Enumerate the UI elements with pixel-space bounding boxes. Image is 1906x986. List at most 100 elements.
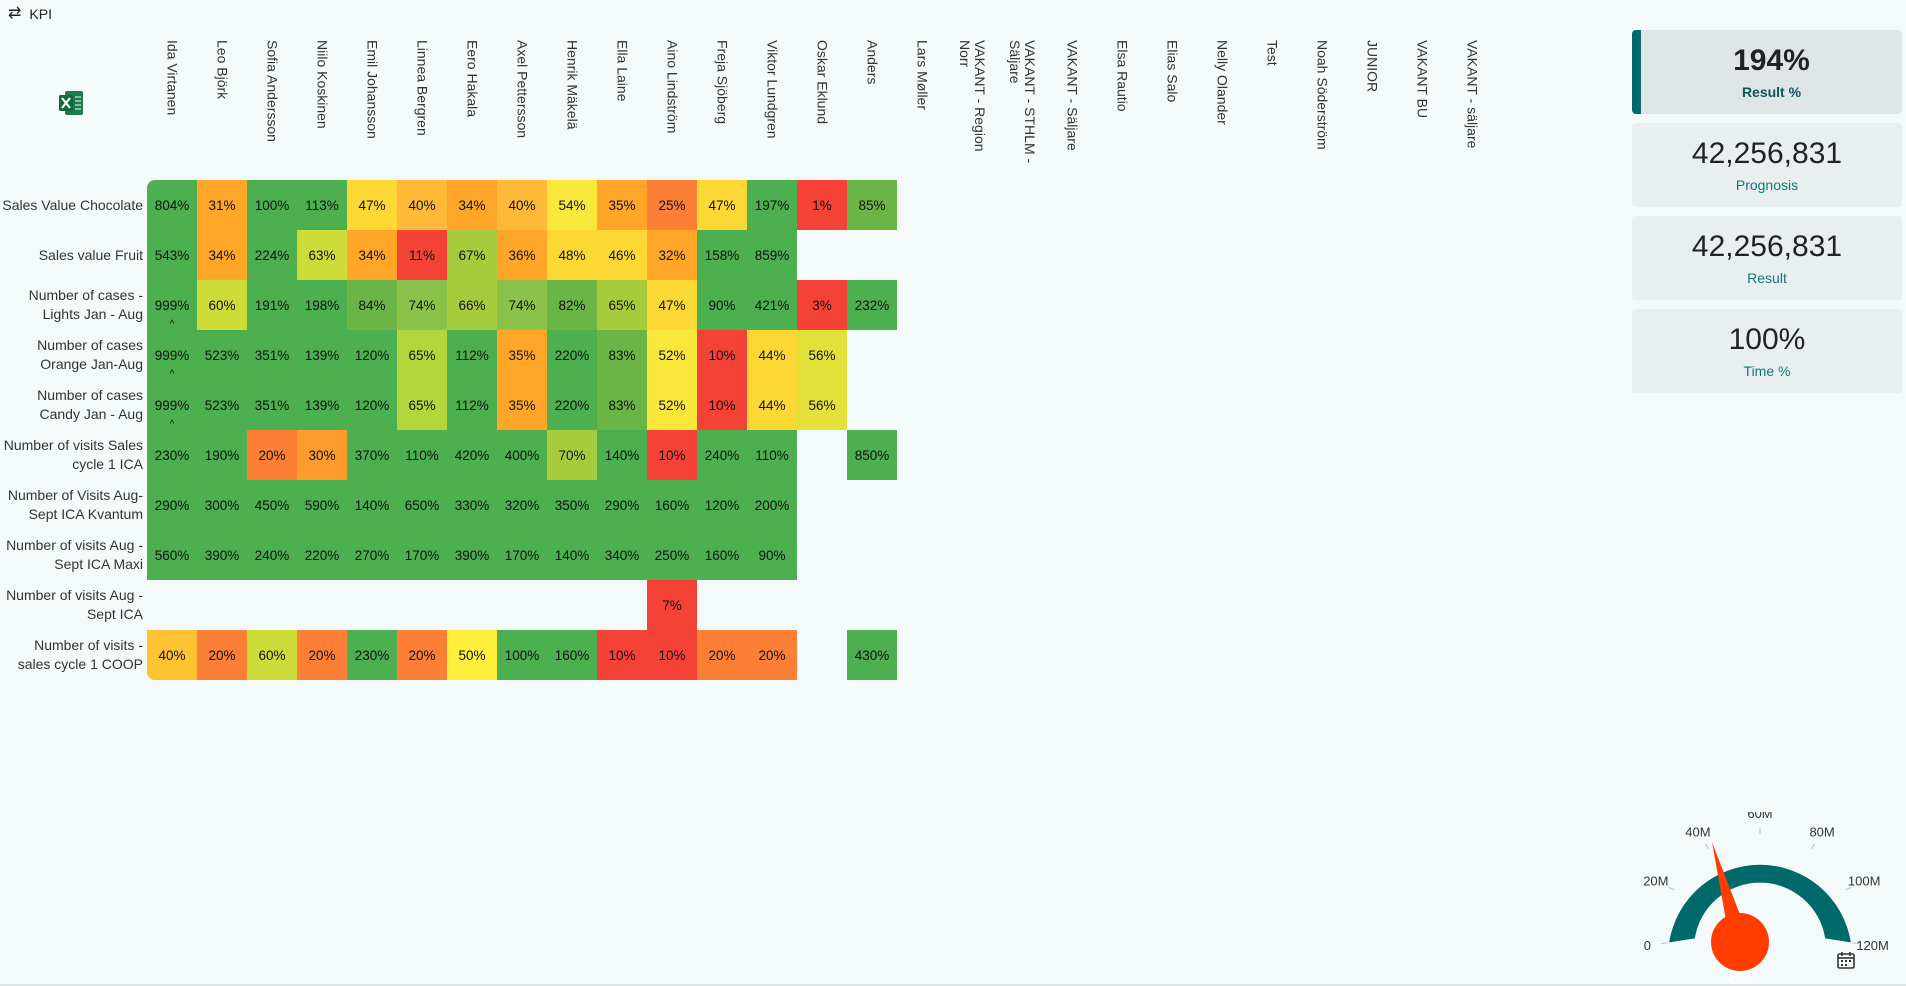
heatmap-cell[interactable]: 110% — [747, 430, 797, 480]
heatmap-cell[interactable]: 47% — [347, 180, 397, 230]
heatmap-cell[interactable]: 120% — [347, 380, 397, 430]
heatmap-cell[interactable]: 191% — [247, 280, 297, 330]
heatmap-cell[interactable]: 36% — [497, 230, 547, 280]
heatmap-cell[interactable]: 10% — [697, 330, 747, 380]
heatmap-cell[interactable]: 230% — [147, 430, 197, 480]
heatmap-cell[interactable]: 523% — [197, 380, 247, 430]
heatmap-cell[interactable]: 400% — [497, 430, 547, 480]
swap-arrows-icon[interactable]: ⇄ — [8, 5, 22, 22]
heatmap-cell[interactable]: 140% — [597, 430, 647, 480]
heatmap-cell[interactable]: 340% — [597, 530, 647, 580]
heatmap-cell[interactable]: 65% — [597, 280, 647, 330]
heatmap-cell[interactable]: 67% — [447, 230, 497, 280]
heatmap-cell[interactable]: 300% — [197, 480, 247, 530]
heatmap-cell[interactable]: 220% — [547, 380, 597, 430]
heatmap-cell[interactable]: 543% — [147, 230, 197, 280]
kpi-card[interactable]: 194% Result % — [1632, 30, 1902, 114]
heatmap-cell[interactable]: 140% — [547, 530, 597, 580]
heatmap-cell[interactable]: 20% — [247, 430, 297, 480]
heatmap-cell[interactable]: 60% — [197, 280, 247, 330]
heatmap-cell[interactable]: 590% — [297, 480, 347, 530]
heatmap-cell[interactable]: 370% — [347, 430, 397, 480]
heatmap-cell[interactable]: 83% — [597, 330, 647, 380]
heatmap-cell[interactable]: 999% ^ — [147, 330, 197, 380]
heatmap-cell[interactable]: 30% — [297, 430, 347, 480]
heatmap-cell[interactable]: 351% — [247, 380, 297, 430]
heatmap-cell[interactable]: 390% — [447, 530, 497, 580]
heatmap-cell[interactable]: 220% — [297, 530, 347, 580]
heatmap-cell[interactable]: 44% — [747, 330, 797, 380]
heatmap-cell[interactable]: 330% — [447, 480, 497, 530]
heatmap-cell[interactable]: 32% — [647, 230, 697, 280]
heatmap-cell[interactable]: 10% — [697, 380, 747, 430]
heatmap-cell[interactable]: 120% — [347, 330, 397, 380]
heatmap-cell[interactable]: 523% — [197, 330, 247, 380]
heatmap-cell[interactable]: 421% — [747, 280, 797, 330]
heatmap-cell[interactable]: 110% — [397, 430, 447, 480]
heatmap-cell[interactable]: 139% — [297, 330, 347, 380]
heatmap-cell[interactable]: 232% — [847, 280, 897, 330]
heatmap-cell[interactable]: 240% — [247, 530, 297, 580]
heatmap-cell[interactable]: 46% — [597, 230, 647, 280]
heatmap-cell[interactable]: 35% — [497, 380, 547, 430]
heatmap-cell[interactable]: 63% — [297, 230, 347, 280]
heatmap-cell[interactable]: 859% — [747, 230, 797, 280]
heatmap-cell[interactable]: 190% — [197, 430, 247, 480]
heatmap-cell[interactable]: 450% — [247, 480, 297, 530]
heatmap-cell[interactable]: 60% — [247, 630, 297, 680]
heatmap-cell[interactable]: 82% — [547, 280, 597, 330]
heatmap-cell[interactable]: 650% — [397, 480, 447, 530]
heatmap-cell[interactable]: 20% — [697, 630, 747, 680]
heatmap-cell[interactable]: 999% ^ — [147, 280, 197, 330]
heatmap-cell[interactable]: 10% — [647, 630, 697, 680]
heatmap-cell[interactable]: 158% — [697, 230, 747, 280]
heatmap-cell[interactable]: 140% — [347, 480, 397, 530]
heatmap-cell[interactable]: 420% — [447, 430, 497, 480]
heatmap-cell[interactable]: 20% — [297, 630, 347, 680]
heatmap-cell[interactable]: 52% — [647, 330, 697, 380]
heatmap-cell[interactable]: 113% — [297, 180, 347, 230]
excel-icon[interactable] — [56, 88, 86, 118]
heatmap-cell[interactable]: 34% — [347, 230, 397, 280]
kpi-card[interactable]: 42,256,831 Prognosis — [1632, 123, 1902, 207]
heatmap-cell[interactable]: 20% — [747, 630, 797, 680]
heatmap-cell[interactable]: 31% — [197, 180, 247, 230]
heatmap-cell[interactable]: 224% — [247, 230, 297, 280]
heatmap-cell[interactable]: 74% — [497, 280, 547, 330]
heatmap-cell[interactable]: 112% — [447, 330, 497, 380]
heatmap-cell[interactable]: 100% — [247, 180, 297, 230]
kpi-card[interactable]: 42,256,831 Result — [1632, 216, 1902, 300]
heatmap-cell[interactable]: 50% — [447, 630, 497, 680]
heatmap-cell[interactable]: 220% — [547, 330, 597, 380]
heatmap-cell[interactable]: 83% — [597, 380, 647, 430]
heatmap-cell[interactable]: 54% — [547, 180, 597, 230]
heatmap-cell[interactable]: 20% — [197, 630, 247, 680]
heatmap-cell[interactable]: 850% — [847, 430, 897, 480]
heatmap-cell[interactable]: 47% — [697, 180, 747, 230]
calendar-icon[interactable] — [1836, 950, 1856, 970]
heatmap-cell[interactable]: 44% — [747, 380, 797, 430]
heatmap-cell[interactable]: 65% — [397, 380, 447, 430]
heatmap-cell[interactable]: 430% — [847, 630, 897, 680]
heatmap-cell[interactable]: 66% — [447, 280, 497, 330]
heatmap-cell[interactable]: 20% — [397, 630, 447, 680]
heatmap-cell[interactable]: 25% — [647, 180, 697, 230]
heatmap-cell[interactable]: 65% — [397, 330, 447, 380]
heatmap-cell[interactable]: 34% — [447, 180, 497, 230]
heatmap-cell[interactable]: 804% — [147, 180, 197, 230]
heatmap-cell[interactable]: 47% — [647, 280, 697, 330]
heatmap-cell[interactable]: 35% — [597, 180, 647, 230]
heatmap-cell[interactable]: 350% — [547, 480, 597, 530]
heatmap-cell[interactable]: 170% — [497, 530, 547, 580]
heatmap-cell[interactable]: 320% — [497, 480, 547, 530]
heatmap-cell[interactable]: 100% — [497, 630, 547, 680]
heatmap-cell[interactable]: 290% — [147, 480, 197, 530]
heatmap-cell[interactable]: 56% — [797, 380, 847, 430]
heatmap-cell[interactable]: 198% — [297, 280, 347, 330]
heatmap-cell[interactable]: 84% — [347, 280, 397, 330]
heatmap-cell[interactable]: 40% — [147, 630, 197, 680]
heatmap-cell[interactable]: 170% — [397, 530, 447, 580]
heatmap-cell[interactable]: 90% — [747, 530, 797, 580]
heatmap-cell[interactable]: 160% — [697, 530, 747, 580]
heatmap-cell[interactable]: 351% — [247, 330, 297, 380]
